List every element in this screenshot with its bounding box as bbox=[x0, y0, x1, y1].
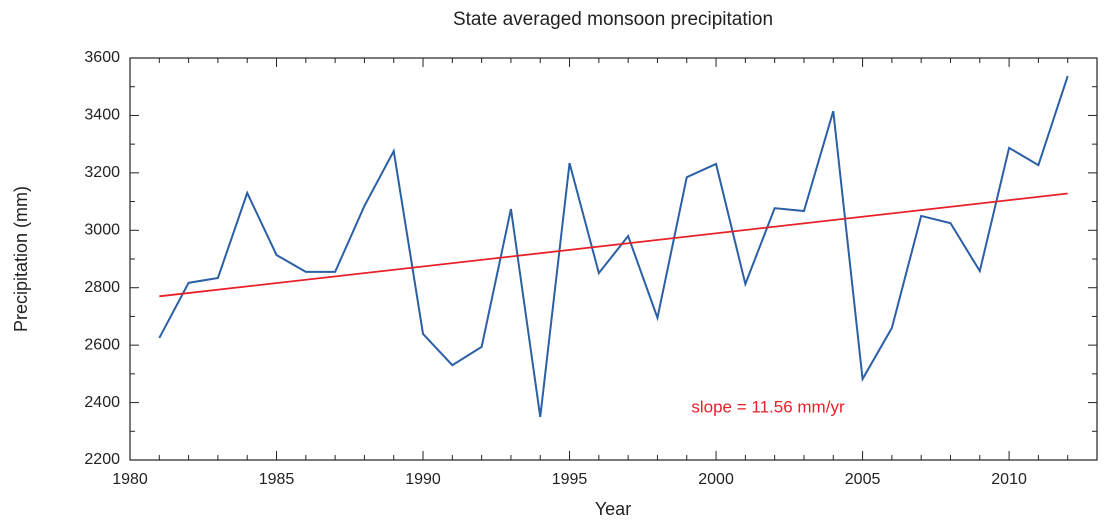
x-tick-label: 1995 bbox=[552, 471, 588, 488]
x-tick-label: 2000 bbox=[698, 471, 734, 488]
trend-line bbox=[159, 192, 1068, 298]
y-tick-label: 2400 bbox=[84, 394, 120, 411]
y-tick-label: 3400 bbox=[84, 107, 120, 124]
slope-annotation: slope = 11.56 mm/yr bbox=[691, 397, 845, 416]
x-axis-label: Year bbox=[595, 499, 631, 519]
y-tick-label: 2600 bbox=[84, 336, 120, 353]
y-tick-label: 3600 bbox=[84, 49, 120, 66]
data-line bbox=[158, 75, 1069, 418]
chart-title: State averaged monsoon precipitation bbox=[453, 9, 773, 30]
x-tick-label: 1990 bbox=[405, 471, 441, 488]
x-tick-label: 1980 bbox=[112, 471, 148, 488]
y-tick-label: 3200 bbox=[84, 164, 120, 181]
x-tick-label: 2005 bbox=[845, 471, 881, 488]
plot-frame bbox=[129, 57, 1098, 461]
y-tick-label: 2800 bbox=[84, 279, 120, 296]
y-axis-label: Precipitation (mm) bbox=[11, 186, 31, 332]
y-tick-label: 2200 bbox=[84, 451, 120, 468]
x-tick-label: 1985 bbox=[259, 471, 295, 488]
x-tick-label: 2010 bbox=[991, 471, 1027, 488]
y-tick-label: 3000 bbox=[84, 222, 120, 239]
